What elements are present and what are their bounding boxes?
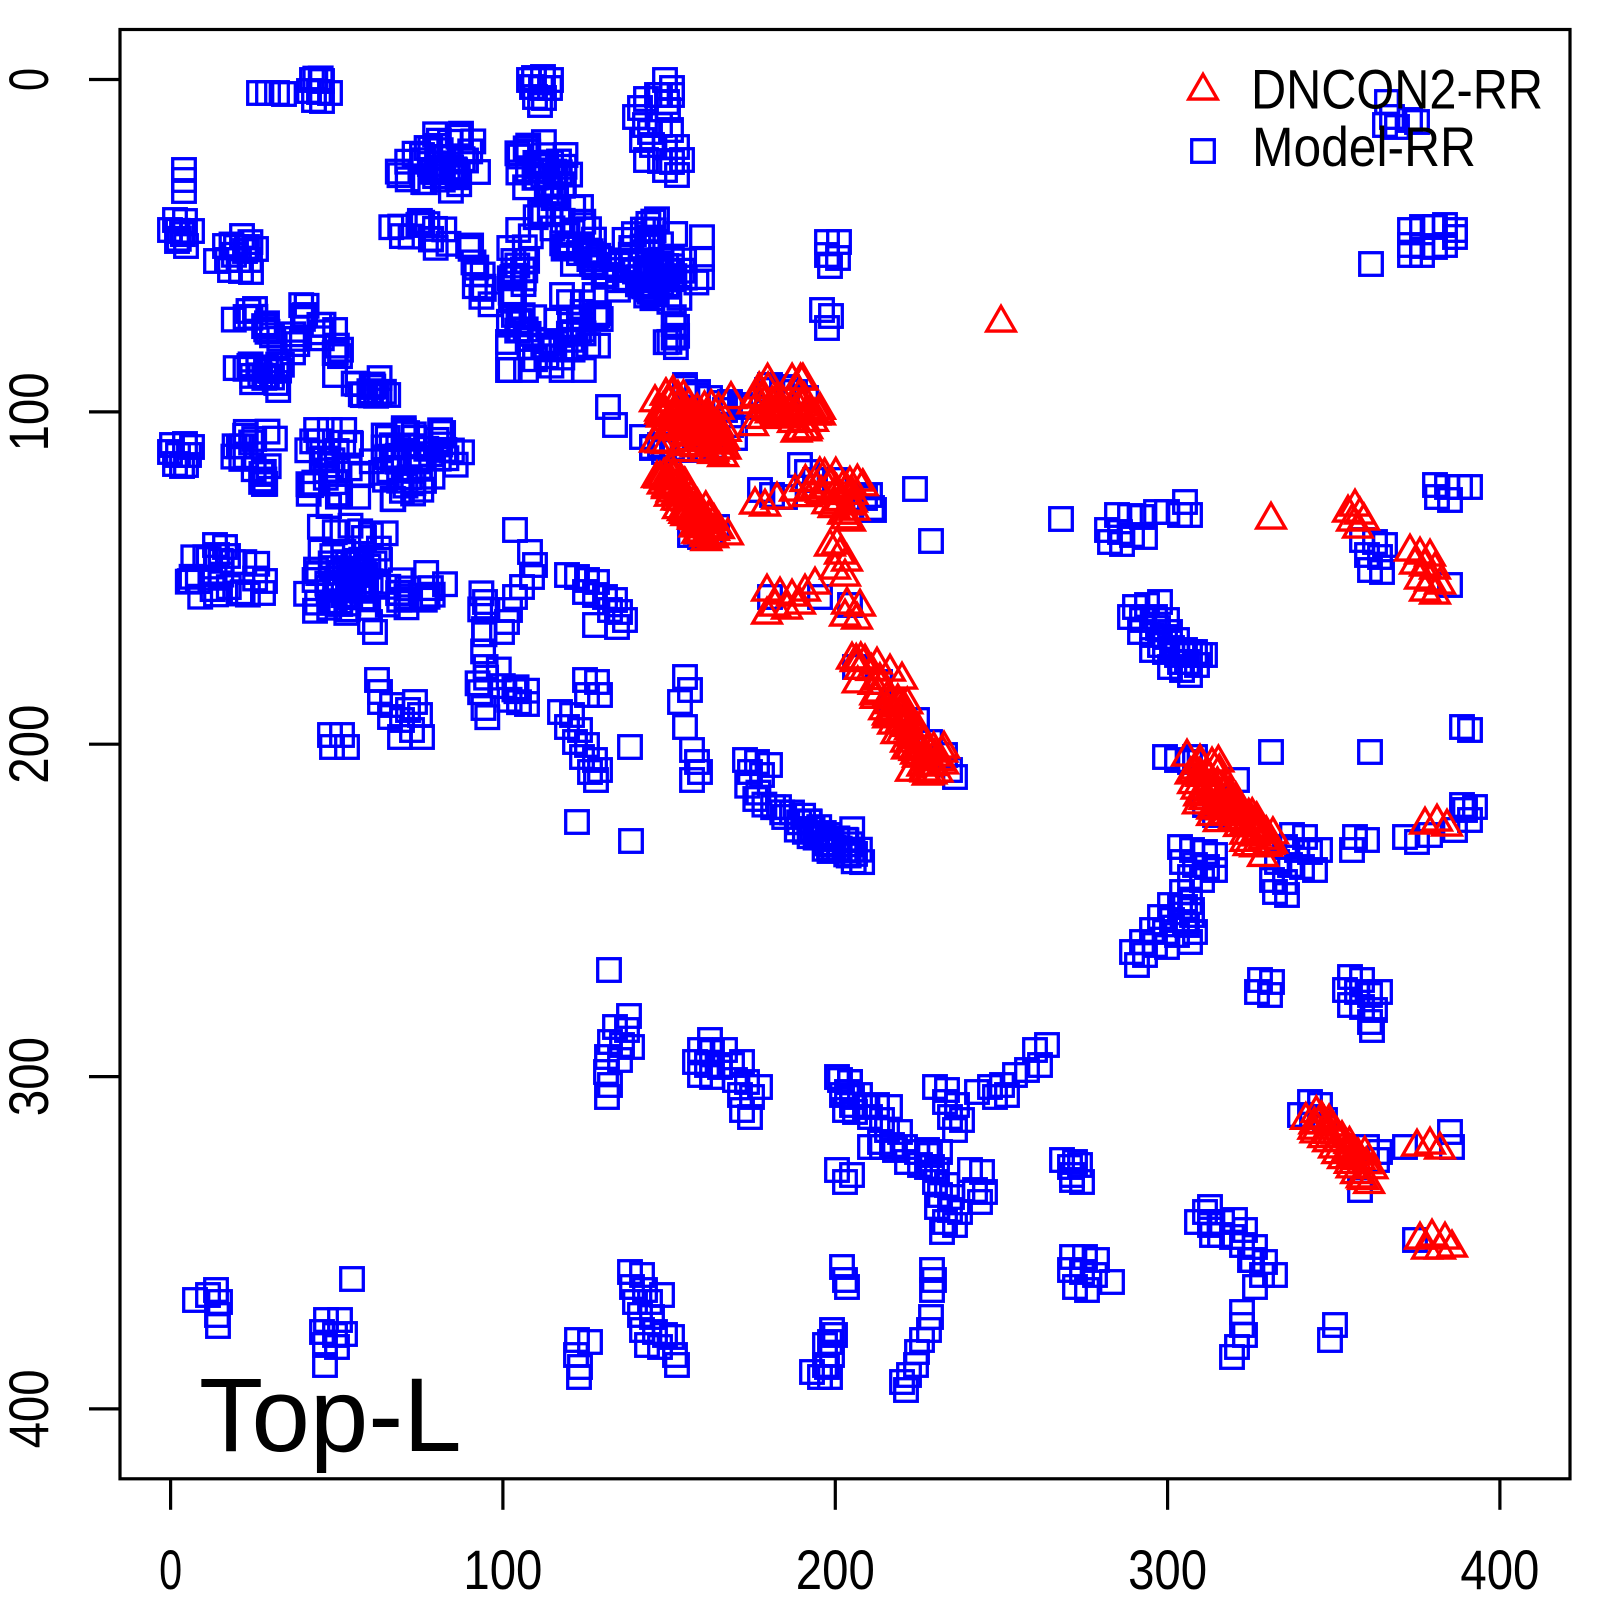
svg-text:200: 200 xyxy=(796,1538,875,1600)
svg-text:DNCON2-RR: DNCON2-RR xyxy=(1251,58,1543,121)
svg-text:100: 100 xyxy=(0,372,60,451)
svg-text:200: 200 xyxy=(0,705,60,784)
svg-text:Top-L: Top-L xyxy=(199,1357,462,1474)
svg-text:0: 0 xyxy=(159,1538,182,1600)
svg-text:400: 400 xyxy=(1460,1538,1539,1600)
svg-text:100: 100 xyxy=(463,1538,542,1600)
svg-text:Model-RR: Model-RR xyxy=(1252,115,1476,178)
svg-text:300: 300 xyxy=(0,1037,60,1116)
svg-text:0: 0 xyxy=(0,68,60,91)
svg-text:300: 300 xyxy=(1128,1538,1207,1600)
svg-text:400: 400 xyxy=(0,1369,60,1448)
